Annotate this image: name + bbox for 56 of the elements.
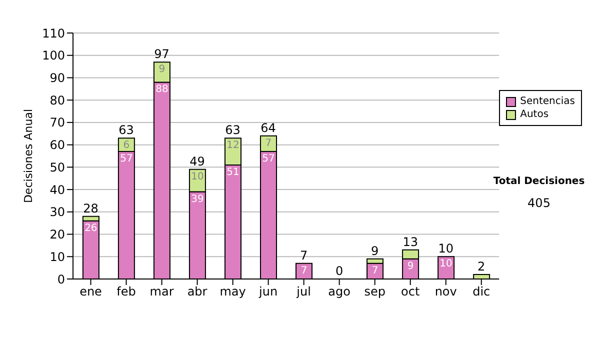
- total-label: 28: [83, 201, 98, 216]
- data-label: 7: [300, 265, 308, 276]
- text: 405: [526, 196, 552, 210]
- annotation: Total Decisiones: [492, 176, 586, 187]
- total-label: 10: [438, 242, 454, 256]
- data-label: 9: [158, 64, 166, 76]
- total-label: 63: [225, 123, 240, 138]
- x-tick-label: ago: [328, 284, 350, 299]
- x-tick-label: feb: [116, 284, 136, 299]
- data-label: 57: [262, 154, 275, 165]
- data-label: 7: [372, 265, 378, 276]
- x-tick-label: dic: [472, 284, 490, 299]
- legend-label: Sentencias: [520, 95, 575, 108]
- x-tick-label: jun: [258, 284, 278, 299]
- y-tick-label: 0: [57, 272, 65, 286]
- y-tick-label: 100: [42, 48, 65, 63]
- x-tick-label: may: [220, 284, 246, 299]
- data-label: 12: [226, 140, 240, 152]
- y-tick-label: 50: [50, 160, 65, 174]
- y-tick-label: 60: [50, 138, 65, 152]
- y-tick-label: 90: [50, 70, 65, 85]
- data-label: 6: [123, 140, 130, 152]
- total-label: 7: [300, 248, 308, 262]
- data-label: 51: [226, 166, 240, 178]
- x-tick-label: sep: [364, 284, 386, 299]
- data-label: 10: [191, 171, 204, 182]
- data-label: 26: [84, 222, 98, 234]
- x-tick-label: oct: [401, 284, 420, 299]
- total-label: 63: [118, 123, 134, 138]
- total-label: 2: [478, 260, 486, 274]
- total-label: 64: [260, 120, 276, 135]
- total-label: 49: [190, 154, 205, 168]
- y-axis-title: Decisiones Anual: [22, 108, 35, 204]
- y-tick-label: 80: [50, 93, 65, 108]
- y-tick-label: 20: [50, 228, 65, 242]
- y-tick-label: 110: [42, 26, 65, 40]
- data-label: 7: [265, 138, 272, 149]
- y-tick-label: 30: [50, 205, 65, 220]
- total-label: 97: [154, 47, 170, 62]
- x-tick-label: jul: [296, 284, 311, 299]
- data-label: 39: [191, 194, 204, 205]
- y-tick-label: 10: [50, 250, 65, 264]
- y-tick-label: 70: [50, 116, 65, 130]
- total-label: 0: [336, 264, 344, 278]
- data-label: 10: [440, 258, 452, 270]
- total-label: 9: [371, 244, 379, 258]
- x-tick-label: abr: [187, 284, 208, 299]
- y-tick-label: 40: [50, 182, 65, 197]
- total-label: 13: [402, 234, 418, 249]
- x-tick-label: nov: [434, 284, 457, 299]
- data-label: 9: [407, 260, 414, 272]
- x-tick-label: mar: [150, 284, 174, 299]
- data-label: 57: [120, 154, 133, 165]
- data-label: 88: [156, 84, 168, 96]
- legend-label: Autos: [520, 108, 549, 121]
- x-tick-label: ene: [80, 284, 102, 299]
